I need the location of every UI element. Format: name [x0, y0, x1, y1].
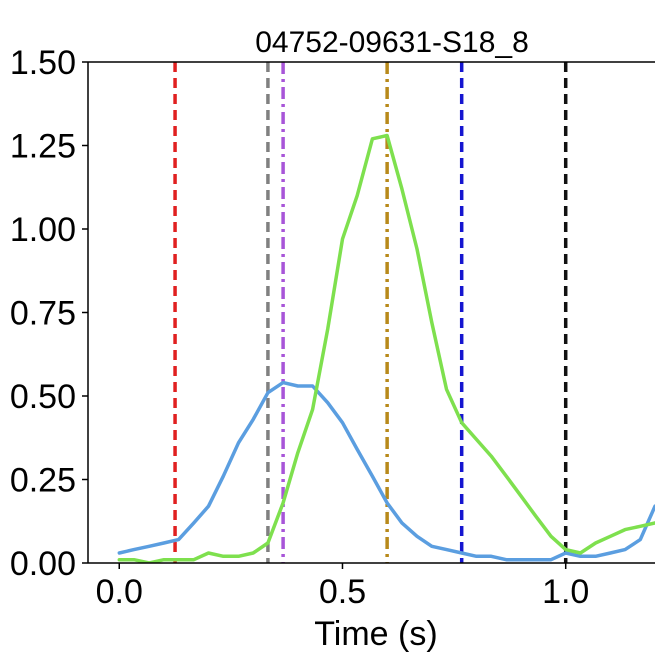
x-tick-label: 1.0: [542, 573, 589, 611]
chart-title: 04752-09631-S18_8: [255, 26, 529, 59]
y-tick-label: 1.00: [10, 211, 76, 249]
data-series: [117, 133, 655, 563]
x-axis-label: Time (s): [314, 615, 437, 653]
tick-labels: 0.00 0.25 0.50 0.75 1.00 1.25 1.50 0.0 0.5 1.0: [10, 44, 590, 611]
series-line-2: [117, 133, 655, 563]
y-tick-label: 1.50: [10, 44, 76, 82]
series-line-1: [117, 380, 655, 562]
y-tick-label: 0.50: [10, 378, 76, 416]
y-tick-label: 0.75: [10, 295, 76, 333]
x-tick-label: 0.5: [319, 573, 366, 611]
axes: [87, 61, 655, 564]
marker-lines: [173, 62, 568, 563]
y-tick-label: 0.00: [10, 545, 76, 583]
x-tick-label: 0.0: [96, 573, 143, 611]
y-tick-label: 1.25: [10, 128, 76, 166]
y-tick-label: 0.25: [10, 462, 76, 500]
